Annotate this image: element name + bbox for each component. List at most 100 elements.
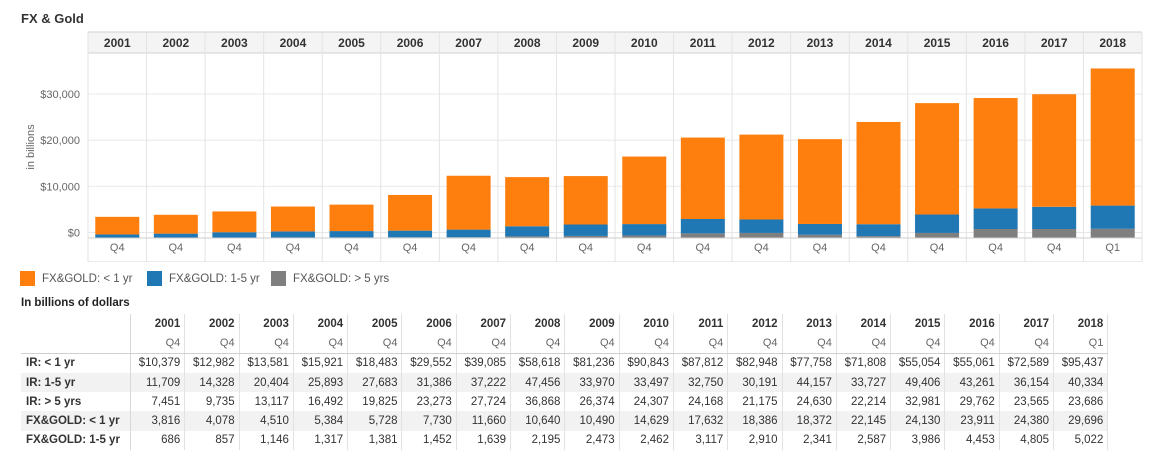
year-header-cell: 2004 (293, 314, 349, 334)
quarter-header-cell: Q4 (782, 333, 837, 354)
table-cell: 2,587 (836, 430, 892, 451)
year-label: 2012 (748, 36, 775, 50)
legend-item-gt5[interactable]: FX&GOLD: > 5 yrs (271, 271, 389, 286)
y-tick-label: $0 (68, 227, 80, 239)
row-label: FX&GOLD: < 1 yr (21, 411, 131, 431)
legend-swatch-orange (20, 271, 35, 286)
table-cell: 4,510 (239, 411, 294, 431)
quarter-header-cell: Q4 (401, 333, 457, 354)
table-cell: 22,145 (836, 411, 892, 431)
bar-segment (797, 223, 842, 235)
quarter-header-cell: Q4 (456, 333, 512, 354)
header-corner (21, 314, 131, 334)
table-cell: 24,130 (890, 411, 946, 431)
quarter-label: Q4 (286, 242, 301, 254)
table-cell: 40,334 (1053, 372, 1109, 393)
quarter-header-cell: Q4 (836, 333, 892, 354)
y-tick-label: $20,000 (40, 135, 80, 147)
table-cell: 24,168 (673, 392, 729, 412)
quarter-header-cell: Q4 (944, 333, 1000, 354)
table-cell: 30,191 (727, 372, 783, 393)
legend-label: FX&GOLD: < 1 yr (42, 272, 133, 285)
bar-segment (973, 208, 1018, 229)
table-title: In billions of dollars (21, 297, 130, 309)
legend-item-lt1[interactable]: FX&GOLD: < 1 yr (20, 271, 132, 286)
table-cell: 23,911 (944, 411, 1000, 431)
chart-title: FX & Gold (21, 11, 84, 26)
table-cell: 9,735 (184, 392, 240, 412)
table-cell: $82,948 (727, 353, 783, 373)
table-cell: 7,730 (401, 411, 457, 431)
table-cell: 29,696 (1053, 411, 1109, 431)
quarter-header-cell: Q4 (673, 333, 729, 354)
table-cell: $29,552 (401, 353, 457, 373)
table-cell: 36,868 (510, 392, 566, 412)
year-label: 2006 (397, 36, 424, 50)
table-cell: 32,981 (890, 392, 946, 412)
table-cell: 32,750 (673, 372, 729, 393)
quarter-header-cell: Q1 (1053, 333, 1109, 354)
table-row: FX&GOLD: < 1 yr 3,816 4,078 4,510 5,384 5,728… (21, 411, 1109, 431)
bar-segment (270, 231, 315, 238)
table-row: IR: < 1 yr $10,379 $12,982 $13,581 $15,921 $1… (21, 353, 1109, 373)
year-label: 2004 (280, 36, 307, 50)
quarter-label: Q4 (520, 242, 535, 254)
bar-segment (1090, 228, 1135, 238)
year-header-cell: 2010 (619, 314, 674, 334)
bar-segment (797, 234, 842, 238)
legend-item-1to5[interactable]: FX&GOLD: 1-5 yr (147, 271, 260, 286)
year-label: 2002 (162, 36, 189, 50)
table-cell: 3,986 (890, 430, 946, 451)
table-cell: 44,157 (782, 372, 837, 393)
table-cell: 7,451 (130, 392, 186, 412)
table-cell: 3,117 (673, 430, 729, 451)
row-label: IR: 1-5 yr (21, 372, 131, 393)
table-cell: 5,384 (293, 411, 349, 431)
table-cell: 4,453 (944, 430, 1000, 451)
table-cell: 33,970 (564, 372, 620, 393)
table-cell: 43,261 (944, 372, 1000, 393)
y-tick-label: $10,000 (40, 181, 80, 193)
quarter-header-cell: Q4 (564, 333, 620, 354)
legend-swatch-gray (271, 271, 286, 286)
bar-segment (622, 156, 667, 225)
year-label: 2001 (104, 36, 131, 50)
table-cell: 4,078 (184, 411, 240, 431)
table-cell: 24,630 (782, 392, 837, 412)
year-header-cell: 2008 (510, 314, 566, 334)
table-cell: 17,632 (673, 411, 729, 431)
quarter-label: Q4 (754, 242, 769, 254)
table-cell: 1,639 (456, 430, 512, 451)
bar-segment (1032, 94, 1077, 207)
table-cell: 26,374 (564, 392, 620, 412)
table-cell: $39,085 (456, 353, 512, 373)
year-label: 2014 (865, 36, 892, 50)
table-cell: $55,061 (944, 353, 1000, 373)
bar-segment (563, 235, 608, 238)
bar-segment (446, 175, 491, 230)
table-cell: 23,565 (999, 392, 1055, 412)
quarter-header-cell: Q4 (619, 333, 674, 354)
bar-segment (446, 229, 491, 238)
bar-segment (95, 216, 140, 235)
legend-label: FX&GOLD: 1-5 yr (169, 272, 260, 285)
table-cell: $12,982 (184, 353, 240, 373)
table-cell: 23,273 (401, 392, 457, 412)
bar-segment (622, 224, 667, 236)
year-label: 2017 (1041, 36, 1068, 50)
table-cell: 33,497 (619, 372, 674, 393)
bar-segment (563, 224, 608, 236)
year-header-cell: 2018 (1053, 314, 1109, 334)
table-cell: 18,386 (727, 411, 783, 431)
table-cell: 21,175 (727, 392, 783, 412)
table-cell: 22,214 (836, 392, 892, 412)
quarter-label: Q4 (110, 242, 125, 254)
bar-segment (856, 236, 901, 238)
bar-segment (973, 228, 1018, 238)
bar-segment (388, 194, 433, 231)
table-cell: 2,341 (782, 430, 837, 451)
year-label: 2015 (924, 36, 951, 50)
table-cell: 47,456 (510, 372, 566, 393)
table-cell: 16,492 (293, 392, 349, 412)
table-cell: 5,022 (1053, 430, 1109, 451)
